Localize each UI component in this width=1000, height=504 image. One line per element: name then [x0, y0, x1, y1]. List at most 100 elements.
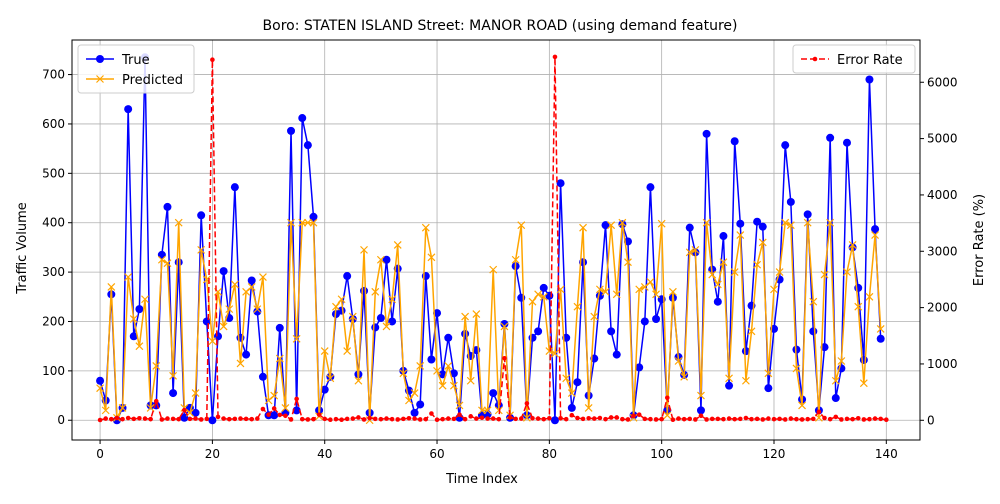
- point-error-rate: [153, 398, 159, 404]
- point-true: [646, 183, 655, 192]
- legend-left: True Predicted: [77, 44, 195, 94]
- point-predicted: [736, 231, 745, 239]
- point-predicted: [253, 305, 262, 314]
- x-tick-label: 40: [317, 447, 332, 461]
- point-true: [753, 217, 762, 226]
- point-true: [461, 329, 470, 338]
- point-error-rate: [232, 416, 238, 422]
- point-predicted: [433, 366, 441, 375]
- point-predicted: [528, 297, 537, 306]
- point-predicted: [416, 362, 425, 370]
- point-predicted: [770, 285, 778, 294]
- point-predicted: [376, 255, 385, 264]
- plot-frame: [71, 39, 921, 441]
- point-predicted: [197, 245, 206, 254]
- point-true: [410, 408, 419, 417]
- point-error-rate: [535, 416, 541, 421]
- point-predicted: [96, 384, 105, 393]
- point-predicted: [259, 273, 267, 281]
- point-true: [360, 286, 369, 295]
- point-true: [842, 138, 851, 147]
- point-predicted: [871, 231, 879, 239]
- x-tick-label: 60: [429, 447, 444, 461]
- point-error-rate: [378, 416, 384, 422]
- point-predicted: [247, 282, 256, 291]
- point-error-rate: [226, 416, 232, 422]
- point-error-rate: [350, 416, 356, 421]
- point-predicted: [489, 265, 498, 274]
- point-true: [157, 250, 166, 259]
- point-error-rate: [833, 414, 839, 420]
- point-true: [191, 408, 200, 417]
- point-error-rate: [339, 417, 344, 423]
- point-predicted: [567, 389, 576, 398]
- chart-title: Boro: STATEN ISLAND Street: MANOR ROAD (…: [263, 18, 738, 34]
- legend-marker-true: [96, 55, 104, 63]
- point-predicted: [129, 315, 138, 323]
- point-true: [865, 75, 874, 84]
- y-right-tick-label: 6000: [927, 75, 958, 89]
- point-error-rate: [210, 57, 215, 63]
- point-error-rate: [490, 416, 496, 421]
- point-predicted: [646, 278, 655, 286]
- point-error-rate: [429, 411, 434, 416]
- point-error-rate: [760, 417, 766, 422]
- point-error-rate: [603, 416, 608, 422]
- point-predicted: [219, 322, 228, 331]
- point-predicted: [444, 362, 453, 370]
- point-true: [534, 327, 543, 336]
- point-predicted: [624, 258, 632, 267]
- point-error-rate: [131, 416, 137, 422]
- point-predicted: [124, 273, 133, 281]
- point-true: [253, 307, 262, 316]
- point-predicted: [573, 302, 582, 311]
- point-true: [786, 197, 795, 206]
- point-predicted: [135, 342, 144, 351]
- point-error-rate: [782, 417, 788, 422]
- point-error-rate: [170, 416, 176, 422]
- point-predicted: [337, 295, 346, 304]
- series-line-true: [99, 56, 882, 421]
- point-error-rate: [344, 416, 350, 422]
- point-error-rate: [496, 416, 502, 422]
- point-predicted: [191, 389, 200, 398]
- point-predicted: [708, 270, 717, 279]
- point-predicted: [522, 413, 531, 422]
- point-error-rate: [277, 412, 283, 418]
- point-true: [736, 219, 745, 228]
- point-error-rate: [193, 416, 198, 421]
- point-true: [382, 255, 391, 264]
- point-error-rate: [440, 416, 445, 422]
- point-predicted: [303, 218, 312, 227]
- point-predicted: [455, 401, 464, 410]
- y-left-tick-label: 600: [42, 117, 65, 131]
- point-true: [652, 315, 661, 324]
- x-tick-label: 20: [205, 447, 220, 461]
- point-predicted: [809, 297, 818, 306]
- point-error-rate: [137, 416, 142, 421]
- y-left-tick-label: 700: [42, 68, 65, 82]
- point-true: [202, 317, 211, 326]
- point-predicted: [236, 359, 245, 368]
- point-error-rate: [636, 412, 642, 417]
- point-error-rate: [737, 416, 743, 422]
- point-predicted: [876, 324, 885, 333]
- point-error-rate: [288, 417, 294, 422]
- point-predicted: [741, 376, 750, 385]
- point-predicted: [663, 411, 672, 420]
- point-predicted: [848, 241, 857, 249]
- point-error-rate: [198, 417, 204, 422]
- point-true: [169, 389, 178, 398]
- point-error-rate: [822, 415, 827, 421]
- point-true: [550, 416, 559, 425]
- point-true: [208, 416, 217, 425]
- point-error-rate: [468, 414, 474, 419]
- legend-right: Error Rate: [792, 44, 916, 74]
- point-error-rate: [243, 416, 249, 422]
- point-error-rate: [518, 416, 524, 421]
- point-predicted: [607, 221, 616, 230]
- series-layer: [96, 53, 889, 425]
- point-predicted: [472, 310, 481, 318]
- point-true: [601, 221, 610, 230]
